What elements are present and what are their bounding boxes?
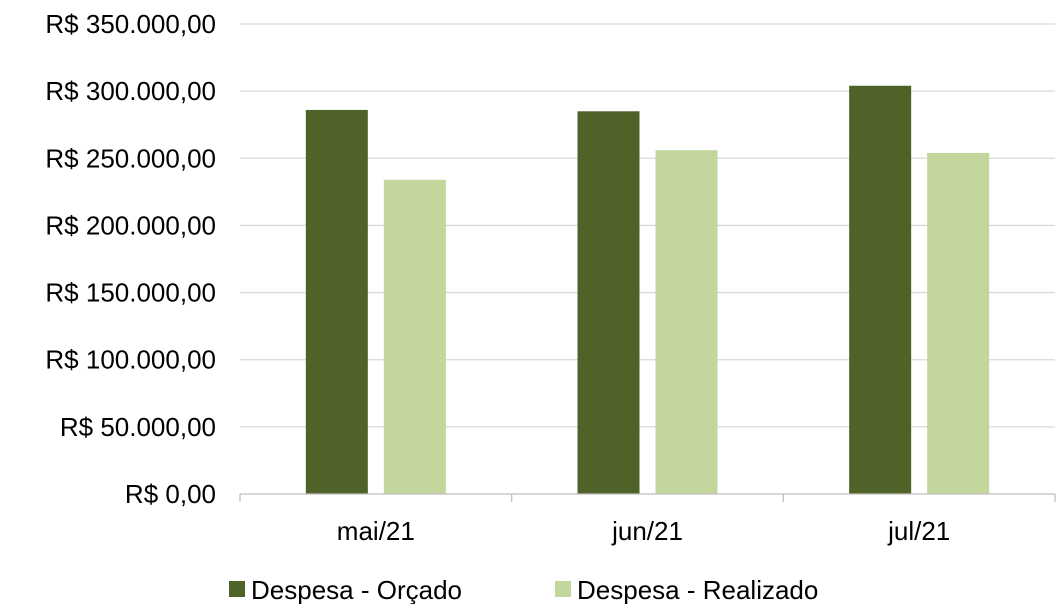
bar-orcado-2: [849, 85, 912, 495]
y-tick-label: R$ 350.000,00: [45, 9, 216, 39]
legend-swatch: [555, 581, 571, 597]
bar-realizado-0: [383, 179, 446, 494]
x-tick-label: jul/21: [887, 516, 950, 546]
y-tick-label: R$ 200.000,00: [45, 210, 216, 240]
legend-label: Despesa - Realizado: [577, 575, 818, 604]
legend-label: Despesa - Orçado: [251, 575, 462, 604]
y-tick-label: R$ 0,00: [125, 479, 216, 509]
y-tick-label: R$ 150.000,00: [45, 278, 216, 308]
legend-swatch: [229, 581, 245, 597]
bar-orcado-1: [577, 111, 640, 495]
bar-realizado-2: [927, 152, 990, 494]
y-tick-label: R$ 50.000,00: [60, 412, 216, 442]
legend: Despesa - Orçado Despesa - Realizado: [229, 575, 818, 605]
y-tick-label: R$ 300.000,00: [45, 76, 216, 106]
y-axis-tick-labels: R$ 0,00 R$ 50.000,00 R$ 100.000,00 R$ 150.0…: [45, 9, 216, 509]
gridlines: [240, 23, 1055, 428]
axes: [239, 493, 1056, 502]
bar-orcado-0: [305, 109, 368, 494]
bar-realizado-1: [655, 150, 718, 494]
bars: [305, 85, 990, 495]
x-axis-tick-labels: mai/21 jun/21 jul/21: [337, 516, 950, 546]
x-tick-label: mai/21: [337, 516, 415, 546]
x-tick-label: jun/21: [611, 516, 683, 546]
y-tick-label: R$ 250.000,00: [45, 143, 216, 173]
y-tick-label: R$ 100.000,00: [45, 345, 216, 375]
